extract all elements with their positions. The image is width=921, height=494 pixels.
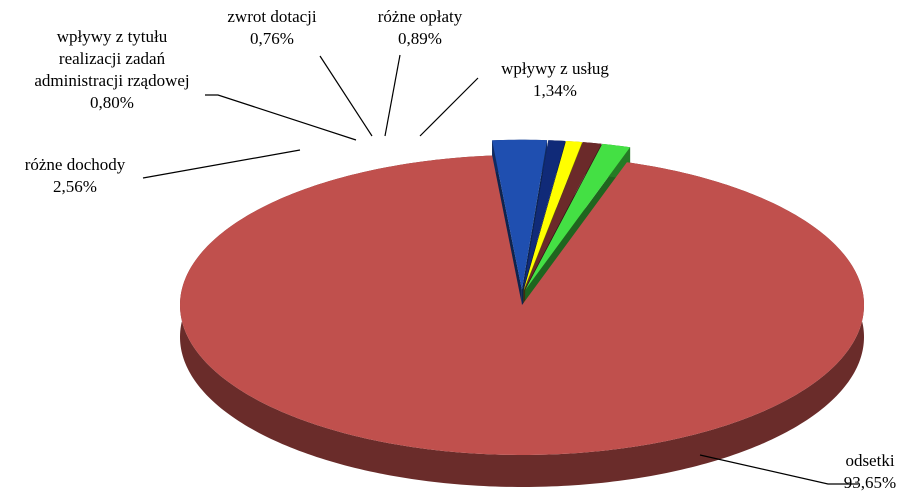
slice-label: zwrot dotacji (227, 7, 316, 26)
leader-line (419, 77, 479, 137)
slice-label: różne dochody (25, 155, 126, 174)
leader-line (142, 149, 301, 179)
slice (523, 140, 566, 290)
value-label: 0,89% (398, 29, 442, 48)
slice (180, 155, 864, 455)
slice-label: wpływy z tytułu realizacji zadań administr… (34, 27, 189, 90)
value-label: 2,56% (53, 177, 97, 196)
slice (524, 142, 602, 290)
slice (523, 141, 583, 290)
leader-line (699, 454, 858, 485)
slice (525, 143, 631, 291)
slice-label: różne opłaty (378, 7, 463, 26)
value-label: 0,80% (90, 93, 134, 112)
slice-label: odsetki (845, 451, 894, 470)
leader-line (319, 55, 373, 137)
leader-line (384, 54, 401, 137)
leader-line (205, 94, 357, 141)
value-label: 93,65% (844, 473, 896, 492)
value-label: 0,76% (250, 29, 294, 48)
slice-label: wpływy z usług (501, 59, 609, 78)
value-label: 1,34% (533, 81, 577, 100)
tops (180, 139, 864, 455)
slice (492, 139, 548, 290)
